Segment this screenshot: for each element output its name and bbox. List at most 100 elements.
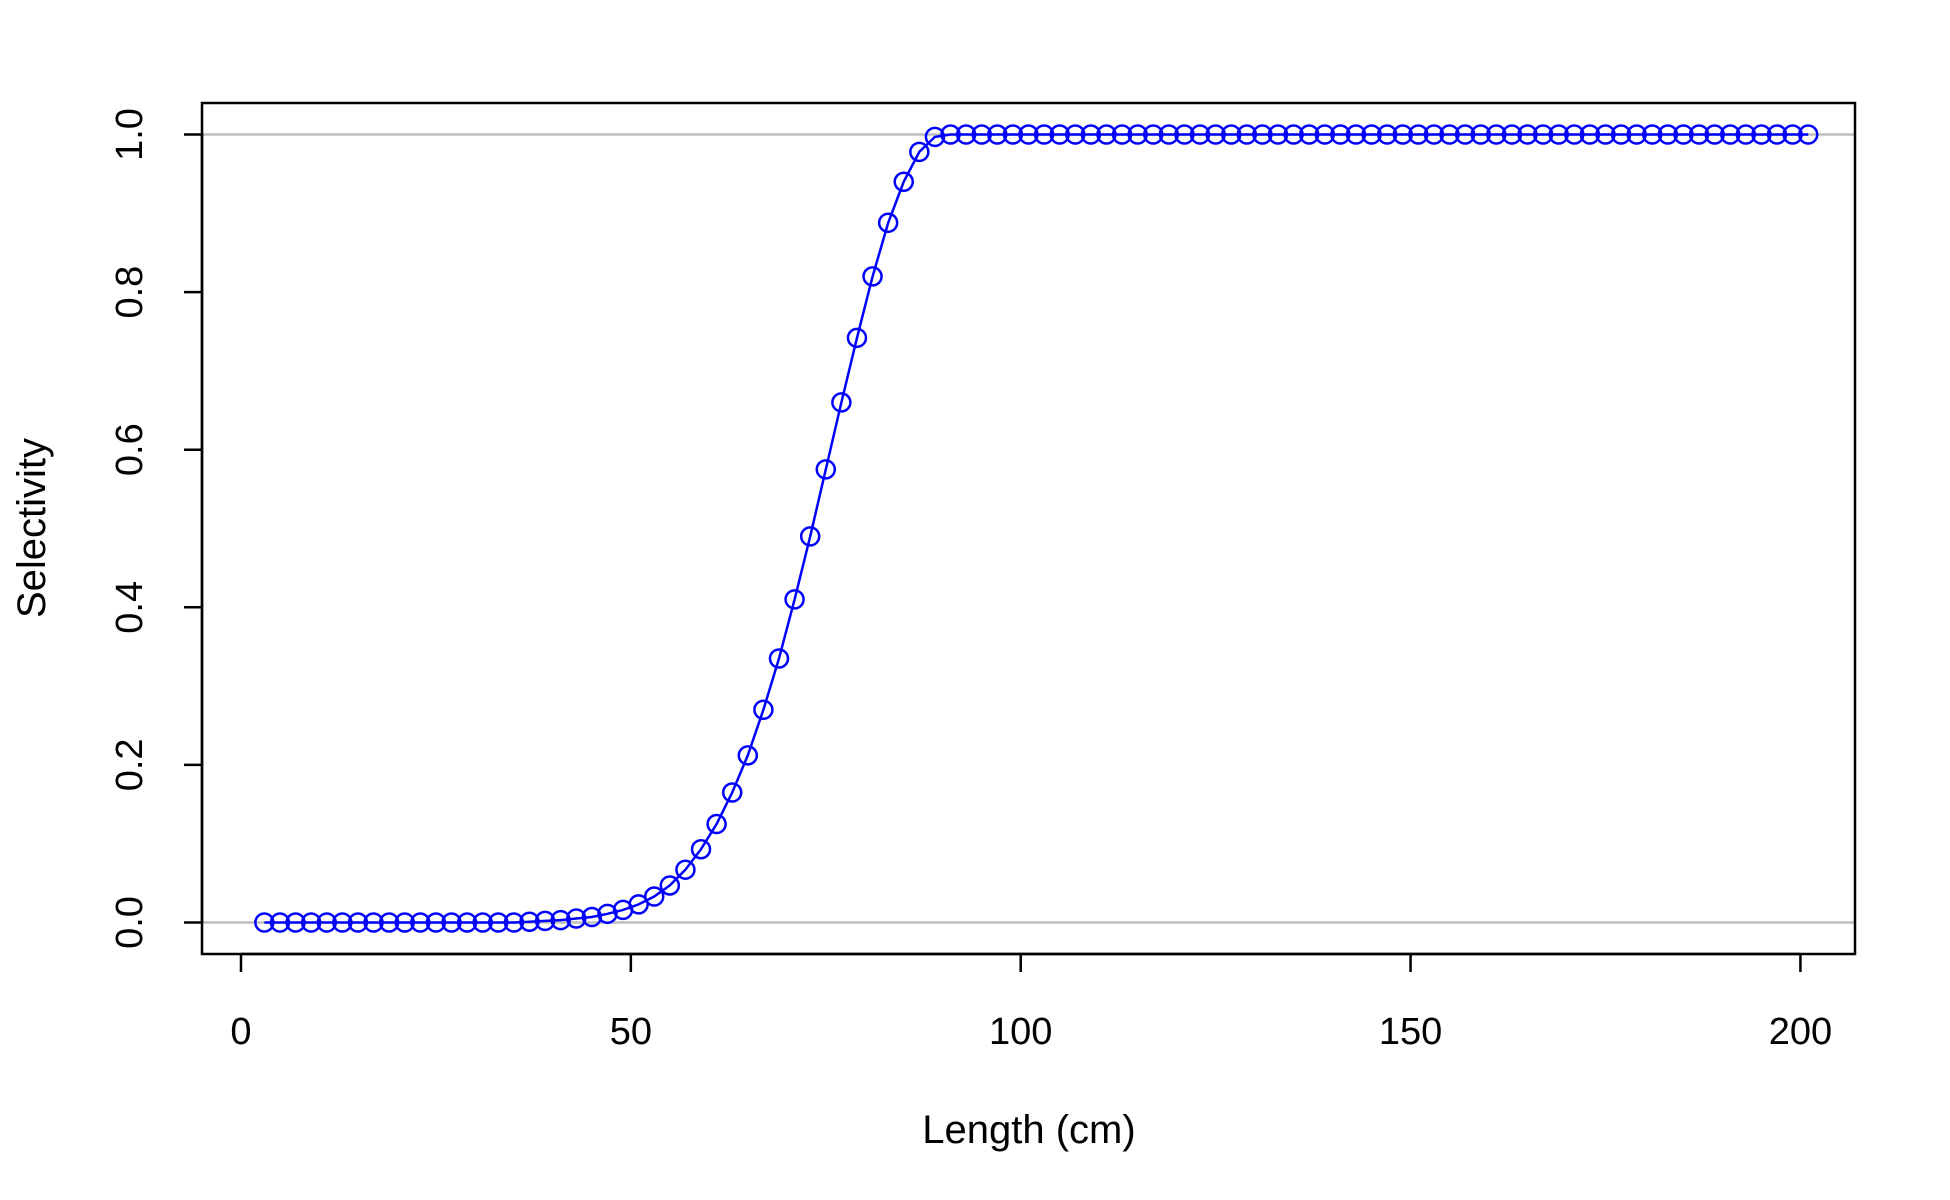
data-point [456,912,478,933]
data-point [893,171,914,193]
data-point [503,912,525,933]
data-point [831,392,852,413]
data-point [1751,124,1772,145]
data-point [753,699,774,720]
data-point [488,912,509,933]
y-tick-label: 0.2 [109,738,151,791]
y-axis: 0.0 0.2 0.4 0.6 0.8 1.0 [109,108,204,949]
data-point [659,875,681,896]
data-point [1626,124,1647,145]
data-point [1330,124,1351,145]
data-point [1018,124,1039,145]
data-point [1111,124,1133,145]
data-point [550,909,571,931]
y-tick-label: 1.0 [109,108,151,161]
series-layer [254,124,1819,933]
data-point [1345,124,1367,145]
data-point [1797,124,1819,145]
data-point [971,124,992,145]
x-tick-label: 0 [230,1011,251,1053]
data-point [1579,124,1601,145]
data-point [1564,124,1585,145]
reference-lines [202,133,1855,924]
x-tick-label: 150 [1379,1011,1442,1053]
y-tick-label: 0.0 [109,896,151,949]
data-point [1080,124,1102,145]
data-point [1189,124,1211,145]
data-point [628,894,649,915]
data-point [1158,124,1180,145]
data-point [1454,124,1476,145]
data-point [410,912,431,933]
y-axis-title: Selectivity [10,438,54,618]
data-point [597,903,618,925]
data-point [1532,124,1554,145]
data-point [1704,124,1725,145]
data-point [1517,124,1538,145]
data-point [1470,124,1491,145]
data-point [1408,124,1429,145]
data-point [441,912,462,933]
data-point [1267,124,1289,145]
data-point [1688,124,1710,145]
x-tick-label: 50 [610,1011,652,1053]
data-point [784,589,805,610]
data-point [799,526,821,547]
data-point [300,912,322,933]
data-point [1719,124,1741,145]
data-point [924,126,946,148]
data-point [566,908,587,929]
data-point [1252,124,1273,145]
data-point [1782,124,1803,145]
data-point [1065,124,1086,145]
data-point [347,912,369,933]
data-point [254,912,275,933]
data-point [768,648,790,669]
data-point [1127,124,1148,145]
data-point [1236,124,1258,145]
x-axis: 0 50 100 150 200 [230,952,1832,1053]
data-point [675,859,696,880]
data-point [690,838,712,860]
data-point [1220,124,1242,145]
data-point [1002,124,1024,145]
data-point [269,912,291,933]
y-tick-label: 0.6 [109,423,151,476]
data-point [721,782,743,803]
data-point [1049,124,1070,145]
data-point [940,124,961,145]
data-point [1143,124,1164,145]
data-point [332,912,353,933]
data-point [1673,124,1694,145]
data-point [1033,124,1055,145]
data-point [394,912,415,933]
data-point [534,910,556,932]
data-point [1610,124,1632,145]
data-point [846,327,868,349]
data-point [1501,124,1523,145]
data-point [1096,124,1117,145]
data-point [1642,124,1663,145]
data-point [1298,124,1320,145]
data-point [1548,124,1569,145]
data-point [1657,124,1679,145]
data-point [643,886,665,907]
data-point [987,124,1008,145]
data-point [955,124,977,145]
data-point [737,745,759,766]
data-point [378,912,400,933]
data-point [1439,124,1460,145]
plot-frame [200,101,1857,956]
data-point [1314,124,1336,145]
data-point [706,813,727,835]
series-line [264,133,1809,924]
x-tick-label: 200 [1769,1011,1832,1053]
data-point [1392,124,1414,145]
y-tick-label: 0.4 [109,581,151,634]
data-point [425,912,447,933]
data-point [1376,124,1398,145]
data-point [1205,124,1226,145]
data-point [1283,124,1304,145]
data-point [909,141,930,163]
